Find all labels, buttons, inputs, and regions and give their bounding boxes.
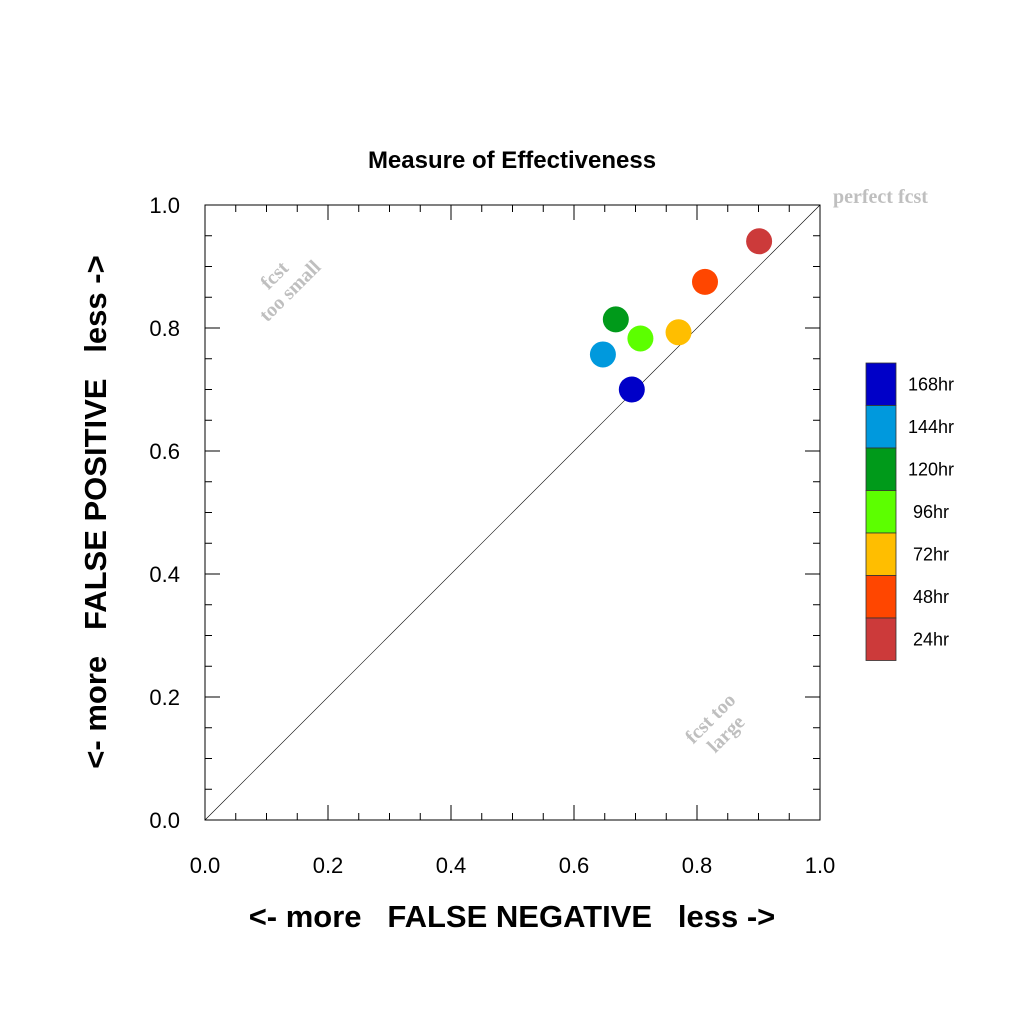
- y-axis-label: <- more FALSE POSITIVE less ->: [78, 255, 113, 768]
- legend-label-48hr: 48hr: [913, 587, 949, 607]
- point-168hr: [618, 376, 645, 403]
- legend-label-24hr: 24hr: [913, 629, 949, 649]
- legend-swatch-120hr: [865, 447, 897, 491]
- legend-swatch-24hr: [865, 617, 897, 661]
- x-tick-label: 0.8: [682, 853, 713, 878]
- point-120hr: [602, 306, 629, 333]
- point-72hr: [665, 319, 692, 346]
- legend-swatch-48hr: [865, 575, 897, 619]
- x-tick-label: 0.2: [313, 853, 344, 878]
- point-144hr: [589, 341, 616, 368]
- too-large-annotation: fcst too large: [681, 689, 749, 757]
- legend-label-144hr: 144hr: [908, 417, 954, 437]
- y-tick-label: 0.4: [149, 562, 180, 587]
- point-48hr: [691, 268, 718, 295]
- point-24hr: [746, 228, 773, 255]
- x-axis-label: <- more FALSE NEGATIVE less ->: [249, 899, 776, 934]
- legend: 168hr 144hr 120hr 96hr 72hr 48hr 24hr: [865, 362, 954, 661]
- legend-swatch-168hr: [865, 362, 897, 406]
- legend-label-96hr: 96hr: [913, 502, 949, 522]
- too-small-annotation: fcst too small: [255, 256, 325, 326]
- chart-title: Measure of Effectiveness: [368, 147, 656, 174]
- axis-ticks: [204, 204, 821, 821]
- plot-area: 0.0 0.2 0.4 0.6 0.8 1.0 0.0 0.2 0.4 0.6 0.8 1.0: [149, 193, 835, 878]
- x-tick-label: 0.0: [190, 853, 221, 878]
- legend-swatch-72hr: [865, 532, 897, 576]
- x-tick-label: 1.0: [805, 853, 836, 878]
- data-points: [589, 228, 773, 403]
- axis-tick-labels: 0.0 0.2 0.4 0.6 0.8 1.0 0.0 0.2 0.4 0.6 0.8 1.0: [149, 193, 835, 878]
- legend-swatch-144hr: [865, 405, 897, 449]
- x-tick-label: 0.4: [436, 853, 467, 878]
- legend-swatch-96hr: [865, 490, 897, 534]
- y-tick-label: 1.0: [149, 193, 180, 218]
- y-tick-label: 0.0: [149, 808, 180, 833]
- y-tick-label: 0.2: [149, 685, 180, 710]
- point-96hr: [627, 325, 654, 352]
- too-small-line-2: too small: [255, 256, 325, 326]
- perfect-forecast-label: perfect fcst: [833, 186, 928, 208]
- y-tick-label: 0.8: [149, 316, 180, 341]
- y-tick-label: 0.6: [149, 439, 180, 464]
- legend-label-168hr: 168hr: [908, 374, 954, 394]
- legend-label-72hr: 72hr: [913, 544, 949, 564]
- x-tick-label: 0.6: [559, 853, 590, 878]
- legend-label-120hr: 120hr: [908, 459, 954, 479]
- perfect-forecast-diagonal: [204, 204, 821, 821]
